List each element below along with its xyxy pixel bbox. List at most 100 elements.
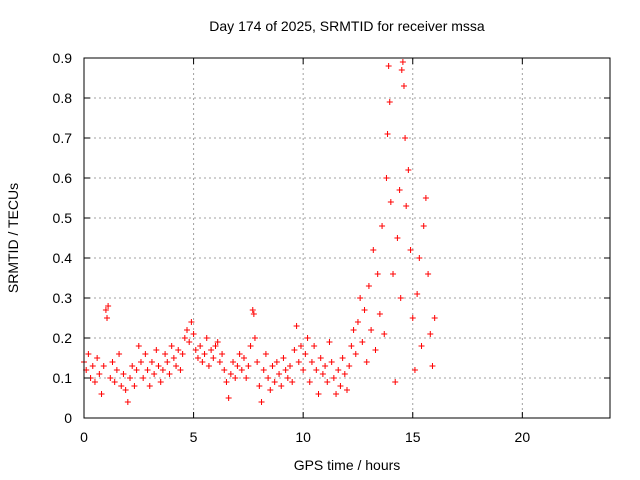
data-point [344, 387, 350, 393]
data-point [113, 367, 120, 373]
data-point [159, 367, 166, 373]
data-point [104, 315, 111, 321]
data-point [151, 371, 158, 377]
data-point [313, 367, 320, 373]
data-point [400, 83, 407, 89]
data-point [379, 223, 386, 229]
data-point [302, 351, 309, 357]
data-point [265, 375, 272, 381]
data-point [89, 363, 96, 369]
data-point [236, 351, 243, 357]
data-point [271, 379, 278, 385]
data-point [164, 359, 171, 365]
data-point [418, 343, 425, 349]
data-point [354, 319, 361, 325]
data-point [267, 387, 274, 393]
y-tick-label: 0.9 [53, 50, 73, 66]
y-tick-label: 0.8 [53, 90, 73, 106]
data-point [118, 383, 125, 389]
data-point [251, 335, 258, 341]
data-point [385, 63, 392, 69]
data-point [100, 363, 107, 369]
data-point [284, 375, 291, 381]
data-point [333, 391, 340, 397]
data-point [105, 303, 112, 309]
data-point [350, 327, 357, 333]
data-point [392, 379, 399, 385]
data-point [346, 363, 353, 369]
data-point [155, 363, 162, 369]
data-point [219, 351, 226, 357]
data-point [348, 343, 355, 349]
data-point [94, 355, 101, 361]
x-tick-label: 15 [405, 429, 421, 445]
data-point [96, 371, 103, 377]
data-point [282, 367, 289, 373]
data-point [201, 351, 208, 357]
data-point [157, 379, 164, 385]
data-point [306, 379, 313, 385]
data-point [422, 195, 429, 201]
x-tick-label: 20 [515, 429, 531, 445]
data-point [368, 327, 375, 333]
data-point [425, 271, 432, 277]
data-point [234, 363, 241, 369]
data-point [319, 371, 326, 377]
y-tick-label: 0.6 [53, 170, 73, 186]
data-point [341, 371, 348, 377]
data-point [199, 359, 206, 365]
data-point [120, 371, 127, 377]
data-point [210, 355, 217, 361]
data-point [212, 343, 219, 349]
data-point [173, 363, 180, 369]
data-point [374, 271, 381, 277]
data-point [381, 331, 388, 337]
data-point [293, 323, 300, 329]
data-point [184, 327, 191, 333]
data-point [399, 59, 406, 65]
data-point [363, 359, 370, 365]
data-point [427, 331, 434, 337]
data-point [339, 355, 346, 361]
y-tick-label: 0.5 [53, 210, 73, 226]
data-point [133, 367, 140, 373]
grid [84, 58, 610, 418]
data-point [129, 363, 136, 369]
data-point [384, 131, 391, 137]
data-point [186, 339, 193, 345]
data-point [247, 343, 254, 349]
axis-ticks: 0 5 10 15 20 0 0.1 0.2 0.3 0.4 0.5 0.6 0.7 0.8 0.9 [53, 50, 610, 445]
data-point [249, 307, 256, 313]
data-point [232, 375, 239, 381]
y-tick-label: 0.3 [53, 290, 73, 306]
data-point [398, 67, 405, 73]
data-point [122, 387, 129, 393]
data-point [177, 367, 184, 373]
data-point [238, 367, 245, 373]
data-point [324, 379, 331, 385]
data-point [148, 359, 155, 365]
x-axis-label: GPS time / hours [293, 457, 401, 473]
x-tick-label: 10 [295, 429, 311, 445]
y-tick-label: 0.2 [53, 330, 73, 346]
data-point [135, 343, 142, 349]
data-point [240, 355, 247, 361]
x-tick-label: 5 [190, 429, 198, 445]
data-point [365, 283, 372, 289]
data-point [205, 363, 212, 369]
data-point [352, 351, 359, 357]
data-point [175, 347, 182, 353]
data-point [289, 379, 296, 385]
data-point [280, 355, 287, 361]
data-point [243, 375, 250, 381]
data-point [98, 391, 105, 397]
data-point [370, 247, 377, 253]
data-point [190, 331, 197, 337]
data-point [278, 383, 285, 389]
y-tick-label: 0.7 [53, 130, 73, 146]
data-point [124, 399, 131, 405]
data-point [250, 311, 257, 317]
data-point [111, 379, 118, 385]
y-axis-label: SRMTID / TECUs [5, 182, 21, 294]
data-point [221, 367, 228, 373]
